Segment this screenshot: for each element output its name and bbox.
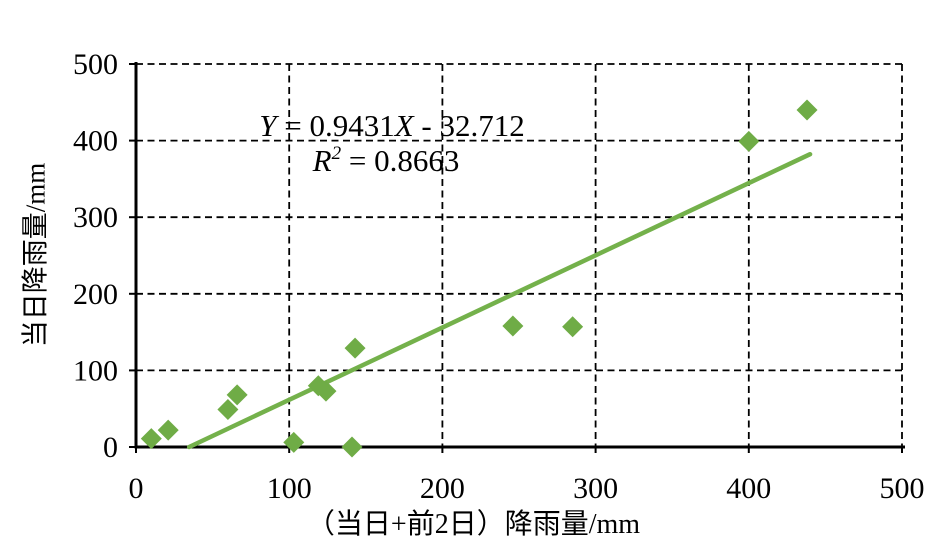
data-points — [140, 99, 818, 458]
y-tick-label: 200 — [73, 278, 118, 311]
y-tick-label: 300 — [73, 201, 118, 234]
y-tick-label: 0 — [103, 431, 118, 464]
data-point — [157, 419, 179, 441]
data-point — [344, 337, 366, 359]
data-point — [796, 99, 818, 121]
y-tick-label: 500 — [73, 48, 118, 81]
data-point — [315, 380, 337, 402]
data-point — [341, 436, 363, 458]
axes — [134, 62, 905, 449]
x-tick-label: 500 — [880, 472, 925, 505]
x-axis-title: （当日+前2日）降雨量/mm — [306, 509, 641, 540]
data-point — [217, 398, 239, 420]
data-point — [140, 428, 162, 450]
x-tick-label: 200 — [420, 472, 465, 505]
tick-marks — [129, 63, 903, 453]
y-tick-label: 400 — [73, 125, 118, 158]
y-tick-labels: 0 100 200 300 400 500 — [73, 48, 118, 464]
x-tick-label: 100 — [267, 472, 312, 505]
x-tick-label: 300 — [573, 472, 618, 505]
trendline-equation: Y = 0.9431X - 32.712 — [259, 108, 525, 143]
x-tick-label: 0 — [129, 472, 144, 505]
data-point — [226, 384, 248, 406]
data-point — [562, 316, 584, 338]
y-axis-title: 当日降雨量/mm — [20, 162, 51, 348]
y-tick-label: 100 — [73, 354, 118, 387]
data-point — [502, 315, 524, 337]
data-point — [283, 431, 305, 453]
x-tick-labels: 0 100 200 300 400 500 — [129, 472, 925, 505]
data-point — [738, 130, 760, 152]
trend-line — [186, 151, 813, 450]
x-tick-label: 400 — [726, 472, 771, 505]
r-squared-label: R2 = 0.8663 — [312, 143, 460, 178]
